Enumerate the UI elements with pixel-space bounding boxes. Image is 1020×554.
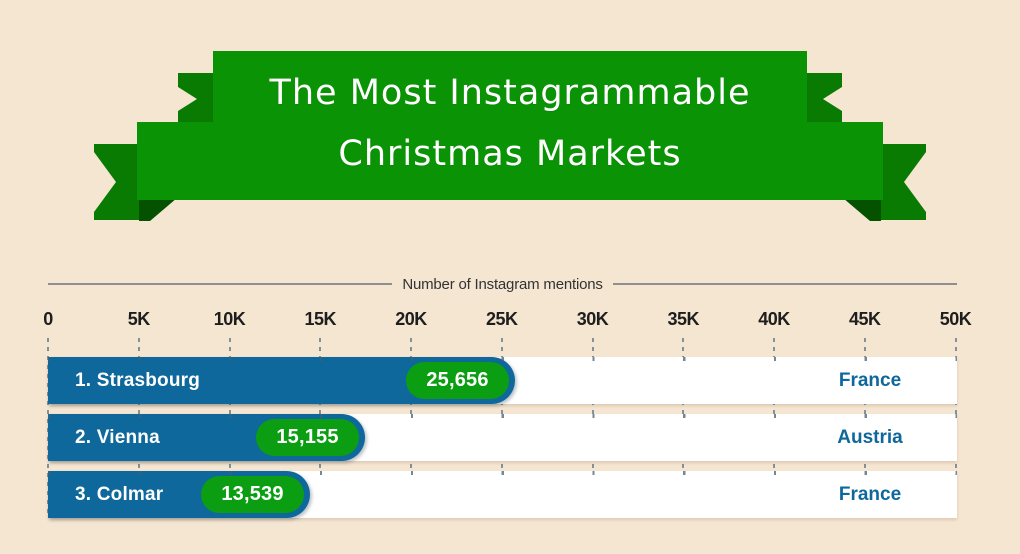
x-tick-label-40K: 40K xyxy=(758,309,790,329)
x-tick-label-25K: 25K xyxy=(485,309,518,329)
x-tick-label-45K: 45K xyxy=(848,309,881,329)
bar-row-vienna: 2. Vienna 15,155 Austria xyxy=(48,414,957,461)
value-pill-vienna: 15,155 xyxy=(256,419,359,456)
banner-title-line2: Christmas Markets xyxy=(338,134,682,174)
x-tick-label-30K: 30K xyxy=(576,309,609,329)
axis-header-rule-left xyxy=(48,283,393,285)
ribbon-top-tail-right xyxy=(807,73,842,123)
bar-colmar: 3. Colmar 13,539 xyxy=(48,471,310,518)
bar-strasbourg: 1. Strasbourg 25,656 xyxy=(48,357,515,404)
banner-title-line1: The Most Instagrammable xyxy=(269,73,751,113)
country-label-colmar: France xyxy=(838,484,902,505)
ribbon-side-tail-left xyxy=(94,144,139,220)
x-tick-label-15K: 15K xyxy=(304,309,337,329)
value-pill-colmar: 13,539 xyxy=(201,476,304,513)
axis-title: Number of Instagram mentions xyxy=(402,275,603,293)
ribbon-fold-right xyxy=(843,198,881,221)
bar-label-colmar: 3. Colmar xyxy=(75,483,164,505)
x-tick-label-20K: 20K xyxy=(395,309,427,329)
x-tick-label-10K: 10K xyxy=(213,309,246,329)
country-label-vienna: Austria xyxy=(837,427,903,448)
x-tick-label-50K: 50K xyxy=(939,309,972,329)
bar-vienna: 2. Vienna 15,155 xyxy=(48,414,365,461)
bar-label-strasbourg: 1. Strasbourg xyxy=(75,369,201,391)
axis-header-rule-right xyxy=(612,283,958,285)
x-tick-label-0: 0 xyxy=(43,309,53,329)
bar-label-vienna: 2. Vienna xyxy=(75,426,160,448)
value-pill-strasbourg: 25,656 xyxy=(406,362,509,399)
axis-header: Number of Instagram mentions xyxy=(48,275,958,293)
ribbon-fold-left xyxy=(139,198,177,221)
x-tick-label-5K: 5K xyxy=(127,309,151,329)
country-label-strasbourg: France xyxy=(838,370,902,391)
ribbon-side-tail-right xyxy=(881,144,926,220)
ribbon-top-tail-left xyxy=(178,73,213,123)
bar-row-colmar: 3. Colmar 13,539 France xyxy=(48,471,957,518)
ribbon-main-band xyxy=(137,122,883,200)
bar-row-strasbourg: 1. Strasbourg 25,656 France xyxy=(48,357,957,404)
ribbon-top-band xyxy=(213,51,807,124)
ribbon-banner xyxy=(94,51,926,221)
x-tick-label-35K: 35K xyxy=(667,309,700,329)
